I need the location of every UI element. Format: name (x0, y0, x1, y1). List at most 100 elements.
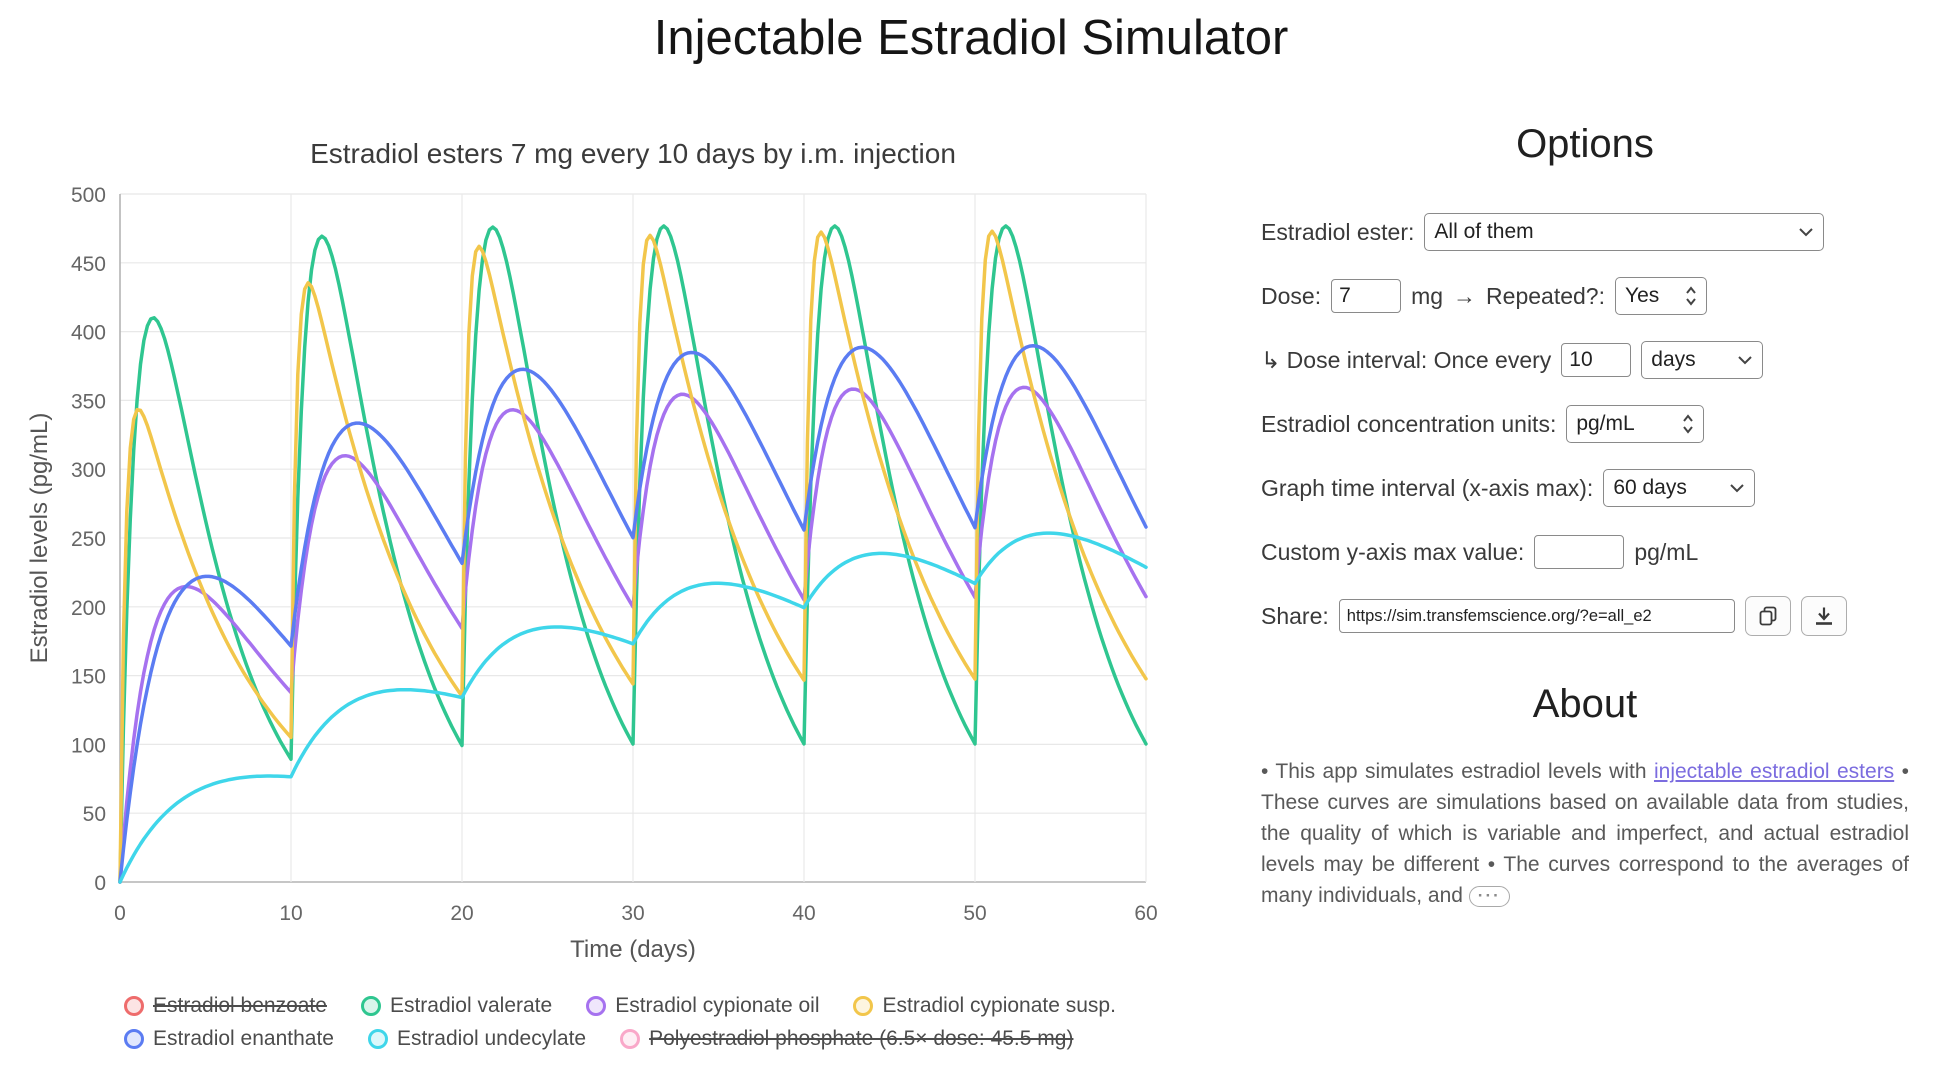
ester-select-value: All of them (1434, 220, 1534, 243)
legend-item[interactable]: Estradiol enanthate (124, 1027, 334, 1051)
estradiol-enanthate-curve (118, 344, 1148, 884)
y-tick-label: 450 (71, 253, 106, 276)
chart-plot: 0 50 100 150 200 250 300 350 400 450 500 0 10 20 30 40 5… (71, 184, 1158, 925)
legend-label: Estradiol benzoate (153, 994, 327, 1017)
legend-row: Estradiol enanthate Estradiol undecylate P… (124, 1027, 1116, 1051)
y-tick-label: 50 (83, 803, 106, 826)
y-tick-label: 400 (71, 322, 106, 345)
options-heading: Options (1516, 122, 1654, 166)
legend-item[interactable]: Estradiol benzoate (124, 994, 327, 1018)
legend-row: Estradiol benzoate Estradiol valerate Estr… (124, 994, 1116, 1018)
ester-row: Estradiol ester: All of them (1261, 212, 1909, 252)
graph-time-interval-select[interactable]: 60 days (1603, 469, 1756, 507)
ymax-row: Custom y-axis max value: pg/mL (1261, 532, 1909, 572)
graph-time-interval-label: Graph time interval (x-axis max): (1261, 474, 1594, 501)
x-axis-label: Time (days) (570, 936, 696, 963)
chevron-down-icon (1730, 484, 1745, 493)
share-url-input[interactable] (1338, 599, 1735, 633)
graph-time-interval-row: Graph time interval (x-axis max): 60 day… (1261, 468, 1909, 508)
legend-label: Estradiol enanthate (153, 1027, 334, 1050)
chevron-down-icon (1738, 356, 1752, 365)
ymax-input[interactable] (1534, 535, 1625, 569)
legend-label: Estradiol undecylate (396, 1027, 587, 1050)
copy-link-button[interactable] (1744, 596, 1791, 636)
repeated-label: Repeated?: (1486, 282, 1605, 309)
legend-label: Estradiol cypionate oil (615, 994, 820, 1017)
ester-label: Estradiol ester: (1261, 218, 1415, 245)
concentration-units-label: Estradiol concentration units: (1261, 410, 1557, 437)
y-tick-label: 100 (71, 734, 106, 757)
legend-label: Estradiol valerate (389, 994, 553, 1017)
x-tick-label: 60 (1134, 902, 1157, 925)
chart-title: Estradiol esters 7 mg every 10 days by i… (310, 138, 956, 169)
estradiol-undecylate-curve (118, 531, 1148, 884)
legend-marker-icon (124, 1029, 144, 1049)
share-row: Share: (1261, 596, 1909, 636)
dose-interval-input[interactable] (1561, 343, 1632, 377)
estradiol-valerate-curve (118, 224, 1148, 884)
legend-item[interactable]: Estradiol undecylate (367, 1027, 587, 1051)
x-tick-label: 50 (963, 902, 986, 925)
legend-marker-icon (124, 996, 144, 1016)
legend-label: Polyestradiol phosphate (6.5× dose: 45.5… (649, 1027, 1074, 1050)
repeated-select-value: Yes (1624, 284, 1660, 307)
up-down-arrows-icon (1686, 286, 1696, 306)
dose-input[interactable] (1331, 279, 1402, 313)
share-label: Share: (1261, 602, 1329, 629)
legend-item[interactable]: Estradiol cypionate oil (586, 994, 819, 1018)
y-tick-label: 0 (94, 872, 106, 895)
legend-item[interactable]: Estradiol cypionate susp. (853, 994, 1116, 1018)
options-panel: Options Estradiol ester: All of them Dos… (1261, 108, 1909, 1085)
legend-marker-icon (360, 996, 381, 1016)
ymax-unit-label: pg/mL (1634, 538, 1699, 565)
dose-unit-label: mg (1411, 282, 1444, 309)
legend-marker-icon (853, 996, 874, 1016)
concentration-units-row: Estradiol concentration units: pg/mL (1261, 404, 1909, 444)
legend-label: Estradiol cypionate susp. (882, 994, 1116, 1017)
x-tick-label: 30 (621, 902, 644, 925)
y-tick-label: 150 (71, 666, 106, 689)
concentration-units-value: pg/mL (1576, 412, 1635, 435)
y-tick-label: 300 (71, 459, 106, 482)
x-tick-label: 10 (279, 902, 302, 925)
page-title: Injectable Estradiol Simulator (653, 11, 1289, 65)
chart-legend: Estradiol benzoate Estradiol valerate Estr… (124, 994, 1116, 1051)
graph-time-interval-value: 60 days (1613, 476, 1687, 499)
about-text-before-link: • This app simulates estradiol levels wi… (1261, 760, 1654, 783)
up-down-arrows-icon (1683, 414, 1694, 434)
legend-marker-icon (586, 996, 607, 1016)
y-tick-label: 500 (71, 184, 106, 207)
legend-marker-icon (367, 1029, 388, 1049)
y-tick-label: 250 (71, 528, 106, 551)
dose-interval-label: ↳ Dose interval: Once every (1261, 346, 1552, 373)
legend-item[interactable]: Estradiol valerate (360, 994, 553, 1018)
dose-label: Dose: (1261, 282, 1322, 309)
x-tick-label: 20 (450, 902, 473, 925)
x-tick-label: 0 (114, 902, 126, 925)
right-arrow-glyph: → (1453, 282, 1477, 309)
legend-item[interactable]: Polyestradiol phosphate (6.5× dose: 45.5… (620, 1027, 1073, 1051)
show-more-button[interactable]: ··· (1468, 885, 1510, 907)
about-text-after-link: • These curves are simulations based on … (1261, 760, 1909, 907)
dose-interval-unit-value: days (1651, 348, 1696, 371)
about-heading: About (1532, 682, 1638, 726)
about-text: • This app simulates estradiol levels wi… (1261, 756, 1909, 911)
concentration-units-select[interactable]: pg/mL (1566, 405, 1705, 443)
ymax-label: Custom y-axis max value: (1261, 538, 1525, 565)
dose-interval-row: ↳ Dose interval: Once every days (1261, 340, 1909, 380)
download-icon (1815, 607, 1832, 625)
x-tick-label: 40 (792, 902, 815, 925)
download-button[interactable] (1800, 596, 1847, 636)
dose-row: Dose: mg → Repeated?: Yes (1261, 276, 1909, 316)
repeated-select[interactable]: Yes (1614, 277, 1707, 315)
dose-interval-unit-select[interactable]: days (1641, 341, 1764, 379)
copy-icon (1759, 606, 1777, 626)
legend-marker-icon (620, 1029, 641, 1049)
ester-select[interactable]: All of them (1424, 213, 1825, 251)
about-esters-link[interactable]: injectable estradiol esters (1653, 760, 1895, 783)
estradiol-cypionate-susp--curve (118, 229, 1148, 884)
chart: Estradiol esters 7 mg every 10 days by i… (10, 130, 1170, 1085)
y-tick-label: 350 (71, 390, 106, 413)
y-tick-label: 200 (71, 597, 106, 620)
chevron-down-icon (1799, 228, 1814, 237)
